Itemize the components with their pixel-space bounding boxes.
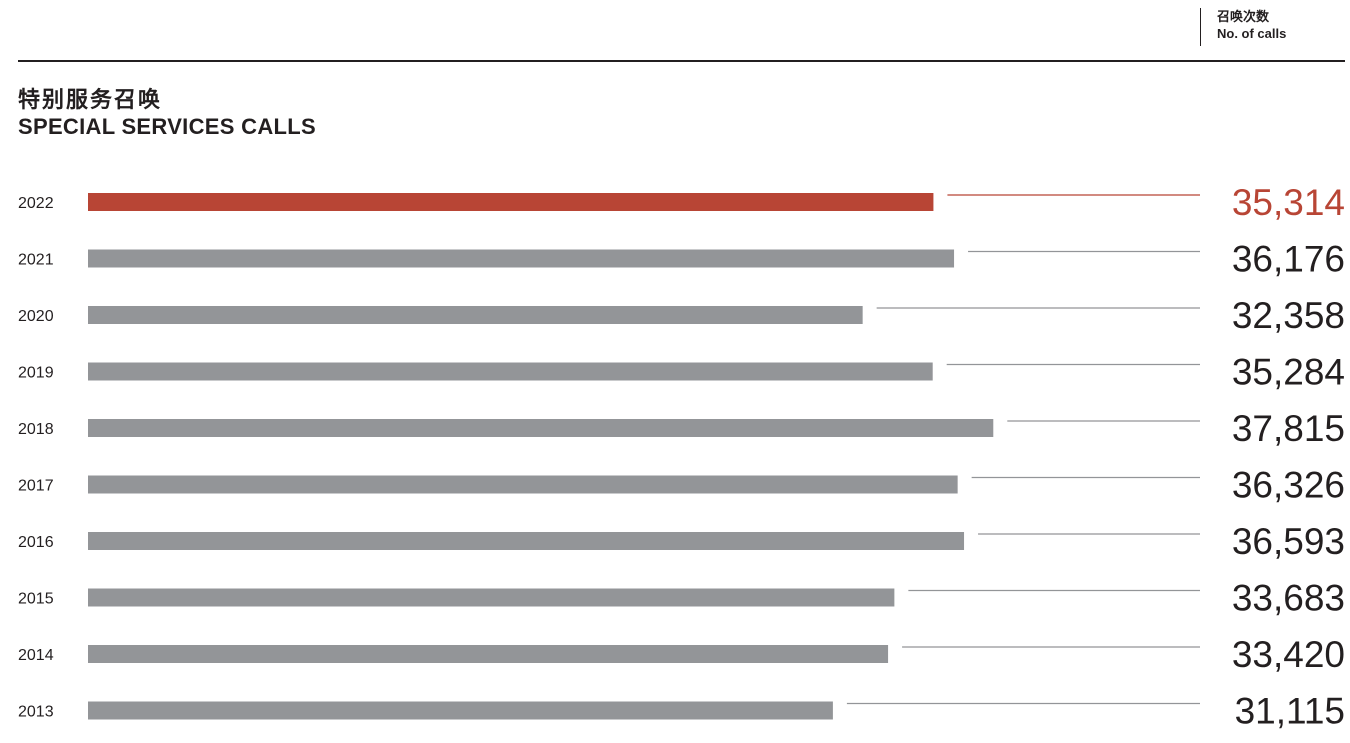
bar <box>88 475 958 494</box>
year-label: 2015 <box>18 591 54 608</box>
value-label: 36,593 <box>1232 521 1345 562</box>
year-label: 2014 <box>18 647 54 664</box>
bar <box>88 645 889 663</box>
year-label: 2016 <box>18 534 54 551</box>
year-label: 2019 <box>18 365 54 382</box>
chart-title-zh: 特别服务召唤 <box>18 88 163 113</box>
bar <box>88 532 965 550</box>
bar <box>88 701 833 720</box>
bar <box>88 249 955 268</box>
chart-title-en: SPECIAL SERVICES CALLS <box>18 114 316 139</box>
year-label: 2013 <box>18 704 54 721</box>
top-divider <box>18 60 1345 62</box>
year-label: 2018 <box>18 421 54 438</box>
value-label: 32,358 <box>1232 295 1345 336</box>
value-label: 35,284 <box>1232 352 1345 393</box>
unit-label-zh: 召唤次数 <box>1217 9 1270 24</box>
bar <box>88 419 994 437</box>
value-label: 33,683 <box>1232 578 1345 619</box>
bar <box>88 362 933 381</box>
bar <box>88 193 934 211</box>
value-label: 31,115 <box>1235 691 1345 732</box>
value-label: 36,176 <box>1232 239 1345 280</box>
bar <box>88 306 863 324</box>
year-label: 2020 <box>18 308 54 325</box>
unit-label-en: No. of calls <box>1217 26 1287 41</box>
value-label: 33,420 <box>1232 634 1345 675</box>
value-label: 37,815 <box>1232 408 1345 449</box>
unit-label: 召唤次数 No. of calls <box>1200 8 1347 46</box>
value-label: 36,326 <box>1232 465 1345 506</box>
value-label: 35,314 <box>1232 182 1345 223</box>
year-label: 2017 <box>18 478 54 495</box>
year-label: 2021 <box>18 252 54 269</box>
bar <box>88 588 895 607</box>
year-label: 2022 <box>18 195 54 212</box>
